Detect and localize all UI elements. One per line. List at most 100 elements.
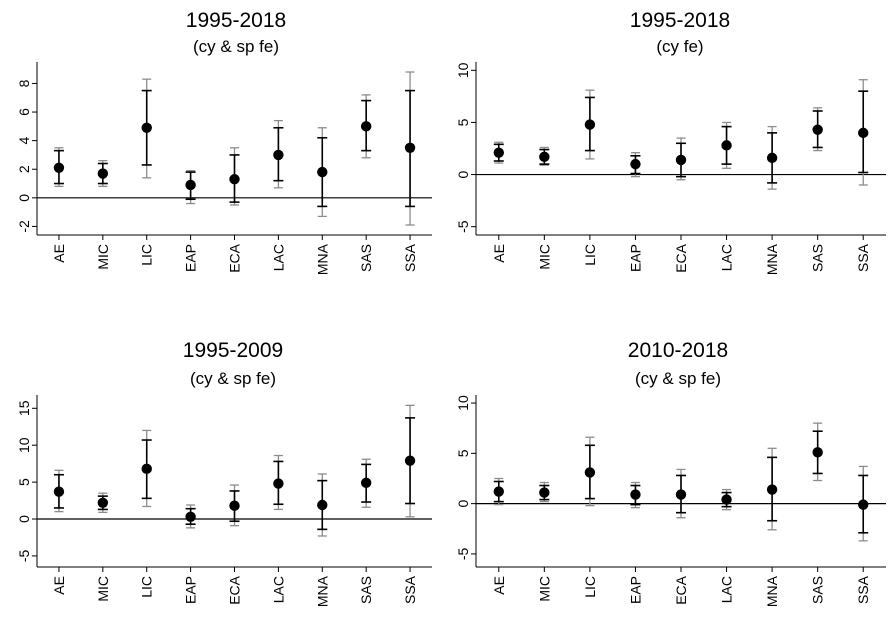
point-estimate-mic: [539, 151, 550, 163]
x-tick-label-mna: MNA: [764, 575, 780, 607]
point-estimate-ae: [53, 162, 65, 174]
point-estimate-mic: [539, 487, 550, 498]
x-tick-label-sas: SAS: [810, 244, 826, 272]
x-tick-label-eap: EAP: [183, 576, 199, 604]
point-estimate-ae: [493, 486, 504, 497]
x-tick-label-eap: EAP: [183, 244, 199, 272]
point-estimate-sas: [360, 121, 372, 132]
x-tick-label-ae: AE: [51, 576, 67, 595]
point-estimate-sas: [360, 477, 372, 489]
x-tick-label-sas: SAS: [810, 576, 826, 604]
point-estimate-lac: [721, 140, 732, 151]
panel-title: 1995-2009: [183, 339, 283, 362]
y-tick-label: 10: [16, 437, 32, 453]
x-tick-label-lac: LAC: [270, 576, 286, 603]
point-estimate-lic: [584, 467, 596, 478]
x-tick-label-ssa: SSA: [402, 243, 418, 272]
x-tick-label-lac: LAC: [719, 576, 735, 603]
panel-subtitle: (cy & sp fe): [635, 369, 721, 388]
panel-title: 2010-2018: [628, 339, 728, 362]
x-tick-label-ae: AE: [491, 244, 507, 263]
point-estimate-mic: [97, 168, 109, 179]
x-tick-label-ae: AE: [51, 244, 67, 263]
y-tick-label: 0: [455, 170, 471, 178]
y-tick-label: 15: [16, 400, 32, 416]
panel-title: 1995-2018: [630, 9, 730, 32]
point-estimate-mna: [317, 499, 328, 511]
y-tick-label: 0: [16, 515, 32, 523]
point-estimate-lac: [721, 494, 732, 505]
x-tick-label-mic: MIC: [95, 576, 111, 602]
y-tick-label: 5: [455, 449, 471, 457]
x-tick-label-sas: SAS: [358, 244, 374, 272]
x-tick-label-mna: MNA: [764, 243, 780, 275]
point-estimate-eca: [675, 154, 687, 166]
point-estimate-lic: [584, 119, 596, 130]
panel-subtitle: (cy & sp fe): [193, 37, 279, 56]
x-tick-label-lac: LAC: [719, 244, 735, 271]
x-tick-label-mic: MIC: [95, 244, 111, 270]
x-tick-label-lic: LIC: [139, 576, 155, 598]
panel-1995-2018-cy-fe: 1995-2018 (cy fe) -5 0 5 10 AE MIC LIC EAP ECA LA…: [455, 9, 886, 275]
point-estimate-ae: [53, 486, 65, 497]
y-tick-label: 10: [455, 395, 471, 411]
x-tick-label-eca: ECA: [227, 243, 243, 272]
x-tick-label-mic: MIC: [536, 576, 552, 602]
x-tick-label-ssa: SSA: [855, 575, 871, 604]
point-estimate-eca: [675, 489, 687, 500]
x-tick-label-lic: LIC: [582, 244, 598, 266]
y-tick-label: -5: [16, 549, 32, 562]
y-tick-label: 2: [16, 165, 32, 173]
x-tick-label-lic: LIC: [582, 576, 598, 598]
y-tick-label: 0: [455, 500, 471, 508]
y-tick-label: 0: [16, 194, 32, 202]
point-estimate-lac: [273, 478, 284, 489]
point-estimate-mic: [97, 497, 109, 508]
y-tick-label: 6: [16, 108, 32, 116]
point-estimate-eca: [229, 500, 240, 511]
y-tick-label: 5: [16, 478, 32, 486]
point-estimate-ssa: [858, 499, 869, 510]
y-tick-label: 4: [16, 137, 32, 145]
x-tick-label-eca: ECA: [673, 575, 689, 604]
x-tick-label-mic: MIC: [536, 244, 552, 270]
panel-title: 1995-2018: [186, 9, 286, 32]
x-tick-label-ssa: SSA: [402, 575, 418, 604]
x-tick-label-lic: LIC: [139, 244, 155, 266]
point-estimate-lac: [273, 149, 284, 161]
x-tick-label-eap: EAP: [627, 576, 643, 604]
x-tick-label-eap: EAP: [627, 244, 643, 272]
point-estimate-eap: [630, 158, 641, 170]
panel-1995-2009-cy-sp-fe: 1995-2009 (cy & sp fe) -5 0 5 10 15 AE MIC LIC E…: [16, 339, 432, 607]
y-tick-label: -5: [455, 220, 471, 233]
panel-1995-2018-cy-sp-fe: 1995-2018 (cy & sp fe) -2 0 2 4 6 8 AE MIC LIC EA…: [16, 9, 432, 275]
point-estimate-ae: [493, 147, 504, 158]
point-estimate-eca: [229, 174, 240, 185]
y-tick-label: 5: [455, 118, 471, 126]
panel-2010-2018-cy-sp-fe: 2010-2018 (cy & sp fe) -5 0 5 10 AE MIC LIC EAP…: [455, 339, 886, 607]
point-estimate-sas: [812, 124, 823, 135]
y-tick-label: -5: [455, 547, 471, 560]
x-tick-label-eca: ECA: [227, 575, 243, 604]
point-estimate-ssa: [858, 127, 869, 139]
x-tick-label-ssa: SSA: [855, 243, 871, 272]
point-estimate-sas: [812, 447, 823, 458]
point-estimate-ssa: [404, 455, 416, 466]
point-estimate-eap: [185, 179, 196, 191]
x-tick-label-mna: MNA: [314, 243, 330, 275]
y-tick-label: 10: [455, 62, 471, 78]
y-tick-label: 8: [16, 79, 32, 87]
point-estimate-mna: [766, 152, 778, 164]
x-tick-label-ae: AE: [491, 576, 507, 595]
point-estimate-eap: [185, 511, 196, 523]
x-tick-label-sas: SAS: [358, 576, 374, 604]
point-estimate-eap: [630, 489, 641, 500]
point-estimate-lic: [141, 122, 152, 133]
y-tick-label: -2: [16, 220, 32, 233]
x-tick-label-lac: LAC: [270, 244, 286, 271]
point-estimate-lic: [141, 463, 152, 475]
point-estimate-mna: [766, 484, 778, 495]
panel-subtitle: (cy fe): [656, 37, 703, 56]
x-tick-label-eca: ECA: [673, 243, 689, 272]
